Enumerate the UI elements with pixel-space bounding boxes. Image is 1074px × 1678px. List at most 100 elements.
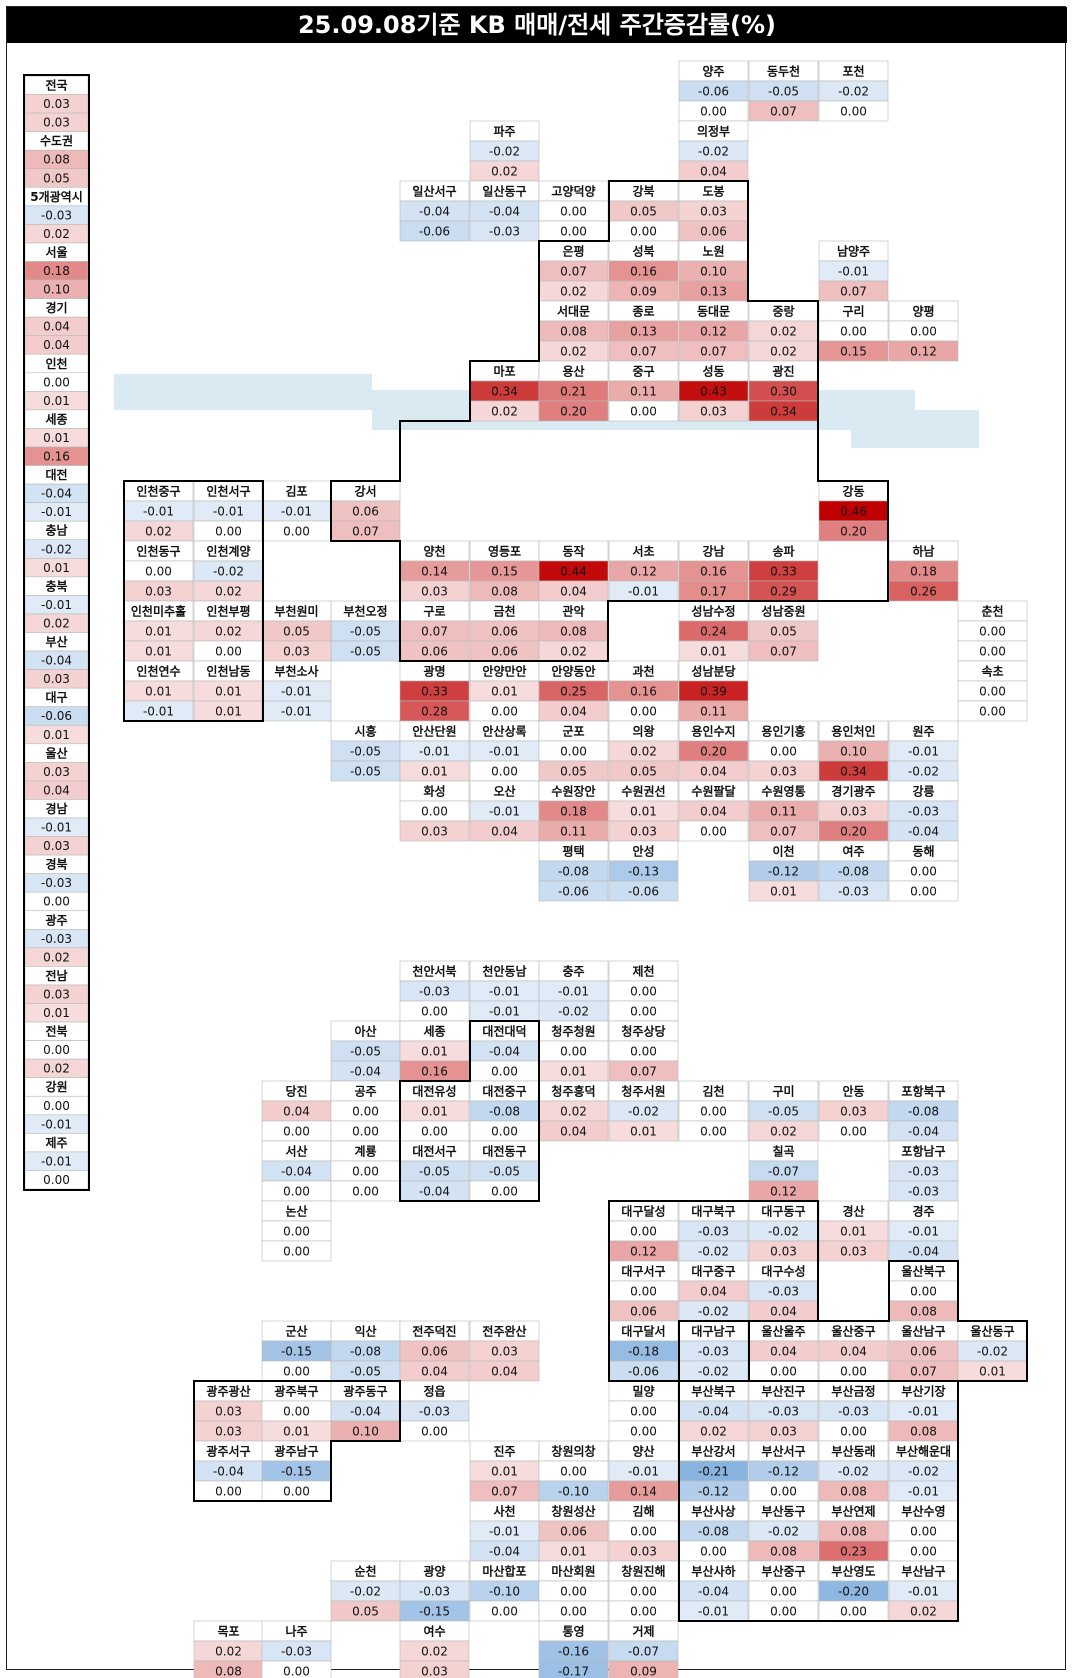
region-r124: 울산동구 -0.02 0.01 xyxy=(957,1320,1028,1382)
jeonse-value: 0.07 xyxy=(840,285,867,299)
region-r52: 과천 0.16 0.00 xyxy=(608,660,679,722)
region-r30: 양천 0.14 0.03 xyxy=(399,540,470,602)
jeonse-value: 0.12 xyxy=(630,1245,657,1259)
summary-name: 경북 xyxy=(45,858,67,872)
sale-value: -0.12 xyxy=(768,1465,799,1479)
region-r36: 하남 0.18 0.26 xyxy=(888,540,959,602)
jeonse-value: -0.05 xyxy=(350,765,381,779)
summary-sale: -0.04 xyxy=(41,487,72,501)
jeonse-value-cell xyxy=(748,880,819,902)
region-r16: 동대문 0.12 0.07 xyxy=(678,300,749,362)
jeonse-value: 0.09 xyxy=(630,1665,657,1678)
region-r51: 안양동안 0.25 0.04 xyxy=(538,660,609,722)
jeonse-value: 0.11 xyxy=(560,825,587,839)
region-name: 성남분당 xyxy=(691,664,735,679)
jeonse-value-cell xyxy=(469,1360,540,1382)
sale-value: 0.02 xyxy=(630,745,657,759)
region-name: 포항남구 xyxy=(901,1144,945,1159)
region-r112: 대구중구 0.04 -0.02 xyxy=(678,1260,749,1322)
sale-value: -0.04 xyxy=(489,205,520,219)
region-r109: 경산 0.01 0.03 xyxy=(818,1200,889,1262)
sale-value: -0.05 xyxy=(350,1045,381,1059)
sale-value: -0.01 xyxy=(143,505,174,519)
summary-name: 전남 xyxy=(45,968,67,983)
region-name: 인천미추홀 xyxy=(131,604,186,619)
sale-value: -0.01 xyxy=(908,1405,939,1419)
region-name: 밀양 xyxy=(632,1384,654,1399)
sale-value: -0.01 xyxy=(213,505,244,519)
region-name: 관악 xyxy=(562,604,584,619)
region-name: 광주광산 xyxy=(206,1384,250,1399)
region-r99: 서산 -0.04 0.00 xyxy=(261,1140,332,1202)
region-r158: 부산남구 -0.01 0.02 xyxy=(888,1560,959,1622)
region-r53: 성남분당 0.39 0.11 xyxy=(678,660,749,722)
sale-value: 0.33 xyxy=(421,685,448,699)
summary-sale: 0.00 xyxy=(43,1099,70,1113)
region-name: 용산 xyxy=(562,364,584,379)
jeonse-value: 0.05 xyxy=(352,1605,379,1619)
jeonse-value: 0.07 xyxy=(770,105,797,119)
region-r105: 논산 0.00 0.00 xyxy=(261,1200,332,1262)
jeonse-value: 0.00 xyxy=(491,1605,518,1619)
region-name: 이천 xyxy=(772,844,794,859)
jeonse-value: 0.07 xyxy=(700,345,727,359)
sale-value: -0.15 xyxy=(281,1345,312,1359)
jeonse-value: 0.00 xyxy=(840,1365,867,1379)
sale-value: 0.30 xyxy=(770,385,797,399)
region-name: 강동 xyxy=(842,485,864,499)
jeonse-value: 0.26 xyxy=(910,585,937,599)
sale-value: 0.07 xyxy=(421,625,448,639)
region-r83: 제천 0.00 0.00 xyxy=(608,960,679,1022)
sale-value: 0.00 xyxy=(910,325,937,339)
region-name: 부천오정 xyxy=(343,604,387,619)
region-name: 경주 xyxy=(912,1205,934,1219)
region-name: 김포 xyxy=(285,484,307,499)
sale-value: 0.00 xyxy=(770,745,797,759)
jeonse-value: 0.00 xyxy=(283,1125,310,1139)
sale-value: -0.05 xyxy=(350,745,381,759)
sale-value: 0.21 xyxy=(560,385,587,399)
region-r49: 광명 0.33 0.28 xyxy=(399,660,470,722)
region-r37: 인천동구 0.00 0.03 xyxy=(123,540,194,602)
region-r159: 목포 0.02 0.08 xyxy=(193,1620,264,1678)
summary-sale: 0.03 xyxy=(43,765,70,779)
jeonse-value: 0.10 xyxy=(352,1425,379,1439)
jeonse-value-cell xyxy=(888,880,959,902)
sale-value: 0.03 xyxy=(840,1105,867,1119)
region-name: 노원 xyxy=(702,245,724,259)
region-r64: 용인기흥 0.00 0.03 xyxy=(748,720,819,782)
region-r151: 광양 -0.03 -0.15 xyxy=(399,1560,470,1622)
region-name: 춘천 xyxy=(981,604,1003,619)
jeonse-value: 0.01 xyxy=(215,705,242,719)
region-r6: 일산동구 -0.04 -0.03 xyxy=(469,180,540,242)
region-name: 대구달서 xyxy=(621,1324,665,1339)
sale-value: 0.02 xyxy=(770,325,797,339)
region-name: 대전대덕 xyxy=(482,1024,526,1039)
sale-value: -0.12 xyxy=(768,865,799,879)
region-r24: 광진 0.30 0.34 xyxy=(748,360,819,422)
jeonse-value: 0.03 xyxy=(630,825,657,839)
region-name: 울산북구 xyxy=(901,1264,945,1279)
region-r154: 창원진해 0.00 0.00 xyxy=(608,1560,679,1622)
jeonse-value: 0.01 xyxy=(560,1065,587,1079)
summary-name: 대전 xyxy=(45,467,67,482)
jeonse-value: 0.08 xyxy=(840,1485,867,1499)
summary-2: 5개광역시 -0.03 0.02 xyxy=(24,187,89,244)
sale-value: 0.11 xyxy=(630,385,657,399)
region-r152: 마산합포 -0.10 0.00 xyxy=(469,1560,540,1622)
region-r107: 대구북구 -0.03 -0.02 xyxy=(678,1200,749,1262)
region-r85: 세종 0.01 0.16 xyxy=(399,1020,470,1082)
region-name: 종로 xyxy=(632,305,654,319)
region-r120: 대구남구 -0.03 -0.02 xyxy=(678,1320,749,1382)
region-r163: 거제 -0.07 0.09 xyxy=(608,1620,679,1678)
group-outline-5 xyxy=(678,1380,959,1622)
region-r9: 도봉 0.03 0.06 xyxy=(678,180,749,242)
jeonse-value: 0.07 xyxy=(630,1065,657,1079)
jeonse-value: 0.06 xyxy=(700,225,727,239)
jeonse-value: 0.00 xyxy=(283,1485,310,1499)
region-name: 당진 xyxy=(285,1084,307,1099)
region-r41: 금천 0.06 0.06 xyxy=(469,600,540,662)
summary-sale: 0.03 xyxy=(43,97,70,111)
summary-jeonse: 0.03 xyxy=(43,672,70,686)
sale-value: 0.00 xyxy=(283,1405,310,1419)
